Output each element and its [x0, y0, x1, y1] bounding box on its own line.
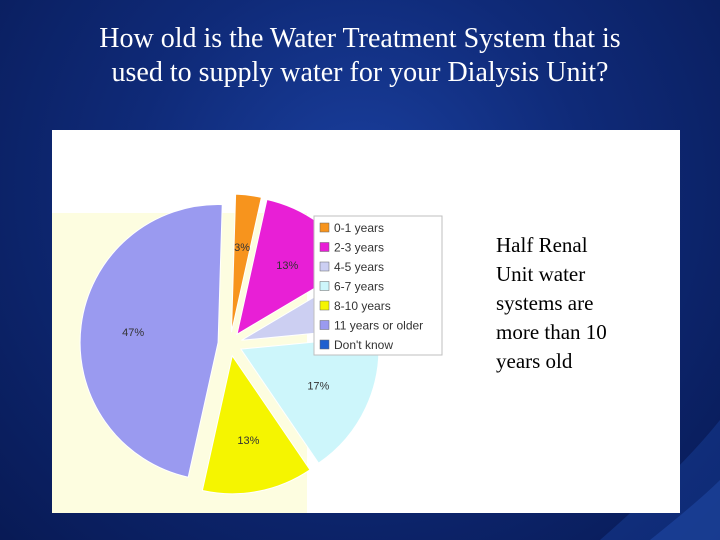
slice-label-8-10-years: 13% — [237, 435, 259, 447]
pie-slice-8-10-years — [201, 354, 311, 495]
slice-label-6-7-years: 17% — [307, 380, 329, 392]
legend-swatch-6-7-years — [319, 281, 330, 291]
legend-label-11-years-or-older: 11 years or older — [334, 319, 423, 333]
legend-swatch-8-10-years — [319, 300, 330, 311]
slice-label-0-1-years: 3% — [234, 242, 250, 254]
note-line-4: more than 10 — [496, 320, 607, 344]
legend-label-don-t-know: Don't know — [334, 338, 393, 352]
legend-swatch-4-5-years — [319, 261, 330, 272]
legend-label-4-5-years: 4-5 years — [334, 260, 384, 274]
pie-slice-0-1-years — [230, 193, 262, 333]
slide-title-line-1: How old is the Water Treatment System th… — [99, 23, 621, 54]
chart-note: Half Renal Unit water systems are more t… — [496, 231, 666, 376]
note-line-3: systems are — [496, 291, 594, 315]
slide-title: How old is the Water Treatment System th… — [0, 22, 720, 90]
legend-swatch-0-1-years — [319, 222, 330, 233]
legend-swatch-11-years-or-older — [319, 320, 330, 330]
pie-slice-11-years-or-older — [79, 204, 223, 478]
legend-label-0-1-years: 0-1 years — [334, 221, 384, 235]
legend-label-6-7-years: 6-7 years — [334, 280, 384, 294]
legend-swatch-2-3-years — [319, 242, 330, 252]
slice-label-11-years-or-older: 47% — [122, 327, 144, 339]
note-line-5: years old — [496, 349, 573, 373]
legend-label-8-10-years: 8-10 years — [334, 299, 391, 313]
legend-swatch-don-t-know — [319, 339, 330, 350]
legend-label-2-3-years: 2-3 years — [334, 241, 384, 255]
chart-legend: 0-1 years 2-3 years 4-5 years 6-7 years 8-10… — [313, 215, 443, 356]
note-line-1: Half Renal — [496, 233, 588, 257]
note-line-2: Unit water — [496, 262, 586, 286]
slice-label-2-3-years: 13% — [276, 260, 298, 272]
slide-title-line-2: used to supply water for your Dialysis U… — [111, 57, 609, 88]
legend-box — [313, 215, 443, 356]
